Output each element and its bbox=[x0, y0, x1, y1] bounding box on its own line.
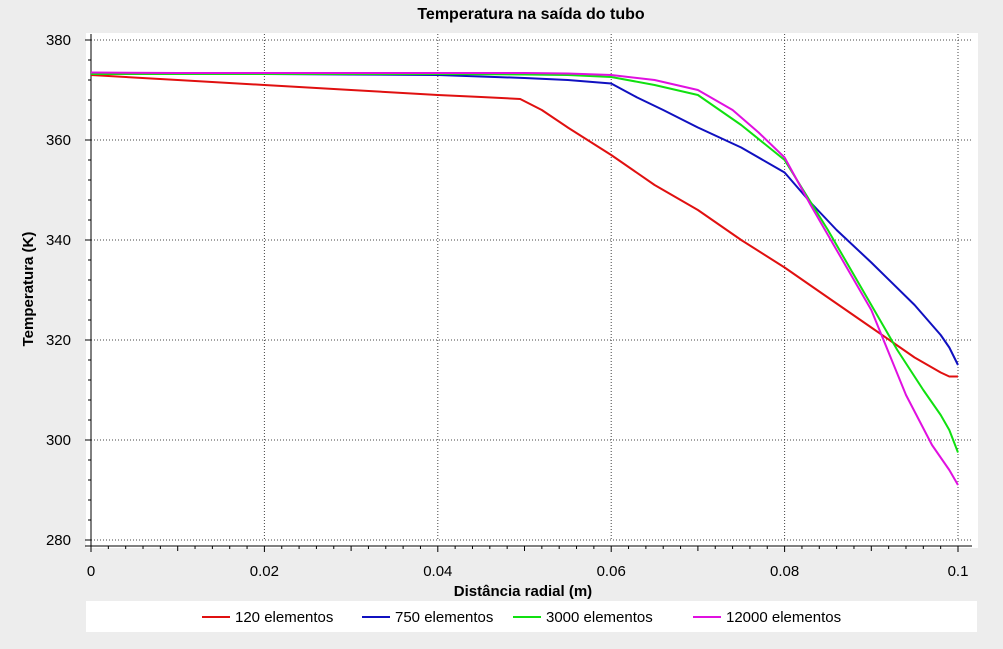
legend-label-3: 3000 elementos bbox=[546, 609, 653, 626]
x-tick-label: 0.04 bbox=[423, 563, 452, 580]
y-tick-label: 300 bbox=[46, 432, 71, 449]
legend: 120 elementos 750 elementos 3000 elementos… bbox=[202, 609, 841, 626]
y-tick-label: 320 bbox=[46, 332, 71, 349]
series-line-4 bbox=[90, 71, 959, 486]
x-tick-label: 0.02 bbox=[250, 563, 279, 580]
y-tick-label: 280 bbox=[46, 532, 71, 549]
y-tick-label: 380 bbox=[46, 32, 71, 49]
y-axis-label: Temperatura (K) bbox=[20, 232, 37, 347]
x-tick-label: 0 bbox=[87, 563, 95, 580]
axes bbox=[85, 34, 972, 552]
y-tick-label: 340 bbox=[46, 232, 71, 249]
x-tick-label: 0.08 bbox=[770, 563, 799, 580]
legend-label-2: 750 elementos bbox=[395, 609, 493, 626]
tick-labels: 0 0.02 0.04 0.06 0.08 0.1 280 300 320 340 360 380 bbox=[46, 32, 968, 580]
x-tick-label: 0.1 bbox=[948, 563, 969, 580]
series-lines bbox=[90, 71, 959, 486]
x-axis-label: Distância radial (m) bbox=[454, 583, 592, 600]
y-tick-label: 360 bbox=[46, 132, 71, 149]
legend-label-4: 12000 elementos bbox=[726, 609, 841, 626]
x-tick-label: 0.06 bbox=[597, 563, 626, 580]
series-line-1 bbox=[90, 74, 958, 378]
plot-area bbox=[86, 33, 978, 548]
chart-title: Temperatura na saída do tubo bbox=[417, 6, 645, 23]
legend-label-1: 120 elementos bbox=[235, 609, 333, 626]
